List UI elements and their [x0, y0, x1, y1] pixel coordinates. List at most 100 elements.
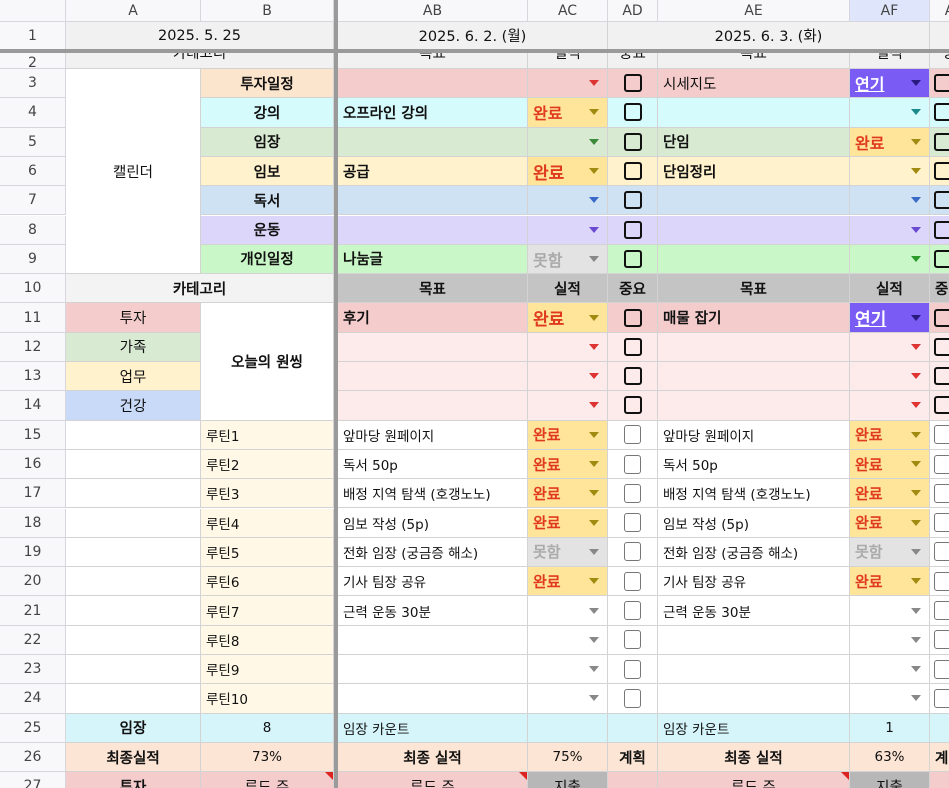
checkbox-icon[interactable]	[934, 132, 949, 151]
checkbox-icon[interactable]	[624, 601, 641, 621]
important-checkbox-ad15[interactable]	[608, 420, 658, 450]
important-checkbox-ad22[interactable]	[608, 625, 658, 655]
cell-ad2[interactable]: 중요	[608, 53, 658, 69]
status-dropdown-ac17[interactable]: 완료	[528, 479, 608, 509]
status-dropdown-ac4[interactable]: 완료	[528, 98, 608, 128]
important-checkbox-ad13[interactable]	[608, 362, 658, 392]
important-checkbox-ag20[interactable]	[930, 567, 949, 597]
cell-ab6[interactable]: 공급	[338, 156, 528, 187]
cell-ab13[interactable]	[338, 362, 528, 392]
dropdown-arrow-icon[interactable]	[589, 431, 599, 438]
cell-a1[interactable]: 2025. 5. 25	[66, 22, 334, 50]
dropdown-arrow-icon[interactable]	[911, 168, 921, 175]
cell-ae6[interactable]: 단임정리	[658, 156, 850, 187]
cell-b20[interactable]: 루틴6	[201, 567, 334, 597]
row-header-4[interactable]: 4	[0, 98, 66, 128]
select-all-corner[interactable]	[0, 0, 66, 22]
status-dropdown-af24[interactable]	[850, 684, 930, 714]
cell-ae18[interactable]: 임보 작성 (5p)	[658, 508, 850, 538]
cell-ab27[interactable]: 루드 주	[338, 772, 528, 788]
cell-ag1[interactable]	[930, 22, 949, 50]
row-header-5[interactable]: 5	[0, 127, 66, 157]
cell-b24[interactable]: 루틴10	[201, 684, 334, 714]
checkbox-icon[interactable]	[934, 396, 949, 415]
dropdown-arrow-icon[interactable]	[911, 519, 921, 526]
status-dropdown-ac8[interactable]	[528, 215, 608, 245]
dropdown-arrow-icon[interactable]	[589, 373, 599, 380]
status-dropdown-ac16[interactable]: 완료	[528, 449, 608, 480]
cell-ac26[interactable]: 75%	[528, 742, 608, 773]
cell-af2[interactable]: 실적	[850, 53, 930, 69]
cell-b11[interactable]: 오늘의 원씽	[201, 303, 334, 421]
cell-a24[interactable]	[66, 684, 201, 714]
column-header-b[interactable]: B	[201, 0, 334, 22]
important-checkbox-ad21[interactable]	[608, 596, 658, 626]
cell-b9[interactable]: 개인일정	[201, 244, 334, 275]
cell-ae16[interactable]: 독서 50p	[658, 449, 850, 480]
cell-ab17[interactable]: 배정 지역 탐색 (호갱노노)	[338, 479, 528, 509]
cell-b16[interactable]: 루틴2	[201, 449, 334, 480]
cell-ab9[interactable]: 나눔글	[338, 244, 528, 275]
cell-a14[interactable]: 건강	[66, 391, 201, 421]
cell-a11[interactable]: 투자	[66, 303, 201, 333]
checkbox-icon[interactable]	[934, 542, 949, 562]
checkbox-icon[interactable]	[624, 483, 641, 503]
status-dropdown-ac5[interactable]	[528, 127, 608, 157]
cell-b22[interactable]: 루틴8	[201, 625, 334, 655]
cell-b8[interactable]: 운동	[201, 215, 334, 245]
cell-ad10[interactable]: 중요	[608, 274, 658, 304]
cell-a2[interactable]: 카테고리	[66, 53, 334, 69]
dropdown-arrow-icon[interactable]	[589, 666, 599, 673]
cell-b6[interactable]: 임보	[201, 156, 334, 187]
dropdown-arrow-icon[interactable]	[589, 80, 599, 87]
checkbox-icon[interactable]	[934, 630, 949, 650]
status-dropdown-af18[interactable]: 완료	[850, 508, 930, 538]
important-checkbox-ag21[interactable]	[930, 596, 949, 626]
important-checkbox-ag18[interactable]	[930, 508, 949, 538]
checkbox-icon[interactable]	[623, 249, 642, 268]
cell-ac27[interactable]: 지출	[528, 772, 608, 788]
cell-b17[interactable]: 루틴3	[201, 479, 334, 509]
row-header-23[interactable]: 23	[0, 655, 66, 685]
status-dropdown-af22[interactable]	[850, 625, 930, 655]
column-header-ad[interactable]: AD	[608, 0, 658, 22]
cell-ae4[interactable]	[658, 98, 850, 128]
cell-ac10[interactable]: 실적	[528, 274, 608, 304]
cell-ae2[interactable]: 목표	[658, 53, 850, 69]
cell-af10[interactable]: 실적	[850, 274, 930, 304]
cell-b5[interactable]: 임장	[201, 127, 334, 157]
row-header-17[interactable]: 17	[0, 479, 66, 509]
checkbox-icon[interactable]	[934, 513, 949, 533]
cell-af26[interactable]: 63%	[850, 742, 930, 773]
row-header-2[interactable]: 2	[0, 53, 66, 69]
dropdown-arrow-icon[interactable]	[911, 402, 921, 409]
cell-ab11[interactable]: 후기	[338, 303, 528, 333]
cell-a15[interactable]	[66, 420, 201, 450]
status-dropdown-af7[interactable]	[850, 186, 930, 216]
cell-ad26[interactable]: 계획	[608, 742, 658, 773]
checkbox-icon[interactable]	[624, 542, 641, 562]
status-dropdown-af4[interactable]	[850, 98, 930, 128]
status-dropdown-af19[interactable]: 못함	[850, 537, 930, 568]
important-checkbox-ad23[interactable]	[608, 655, 658, 685]
cell-ab2[interactable]: 목표	[338, 53, 528, 69]
cell-ab23[interactable]	[338, 655, 528, 685]
status-dropdown-af12[interactable]	[850, 332, 930, 362]
checkbox-icon[interactable]	[934, 308, 949, 327]
cell-ab7[interactable]	[338, 186, 528, 216]
cell-ab22[interactable]	[338, 625, 528, 655]
status-dropdown-ac7[interactable]	[528, 186, 608, 216]
status-dropdown-af17[interactable]: 완료	[850, 479, 930, 509]
column-header-a[interactable]: A	[66, 0, 201, 22]
cell-ab26[interactable]: 최종 실적	[338, 742, 528, 773]
cell-a26[interactable]: 최종실적	[66, 742, 201, 773]
cell-ad27[interactable]	[608, 772, 658, 788]
checkbox-icon[interactable]	[934, 454, 949, 474]
cell-ab21[interactable]: 근력 운동 30분	[338, 596, 528, 626]
row-header-11[interactable]: 11	[0, 303, 66, 333]
row-header-25[interactable]: 25	[0, 713, 66, 743]
important-checkbox-ag9[interactable]	[930, 244, 949, 275]
column-header-af[interactable]: AF	[850, 0, 930, 22]
row-header-22[interactable]: 22	[0, 625, 66, 655]
cell-a19[interactable]	[66, 537, 201, 568]
